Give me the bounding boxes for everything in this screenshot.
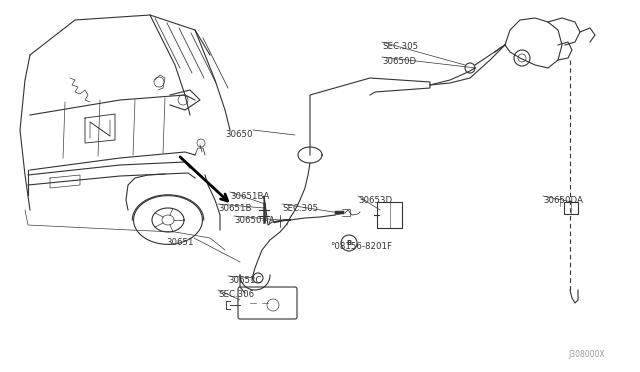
Text: SEC.305: SEC.305	[382, 42, 418, 51]
FancyBboxPatch shape	[238, 287, 297, 319]
Text: 30650DA: 30650DA	[543, 196, 583, 205]
Text: 30651BA: 30651BA	[230, 192, 269, 201]
FancyBboxPatch shape	[564, 202, 578, 214]
Text: 30650D: 30650D	[382, 57, 416, 66]
Text: 30651: 30651	[166, 238, 194, 247]
Text: SEC.306: SEC.306	[218, 290, 254, 299]
Text: 30651B: 30651B	[218, 204, 252, 213]
Text: 30653D: 30653D	[358, 196, 392, 205]
Text: 30650+A: 30650+A	[234, 216, 275, 225]
Text: 30650: 30650	[225, 130, 253, 139]
Text: 30651C: 30651C	[228, 276, 262, 285]
Text: J308000X: J308000X	[568, 350, 605, 359]
Text: °08156-8201F: °08156-8201F	[330, 242, 392, 251]
Text: SEC.305: SEC.305	[282, 204, 318, 213]
Text: B: B	[346, 240, 351, 246]
